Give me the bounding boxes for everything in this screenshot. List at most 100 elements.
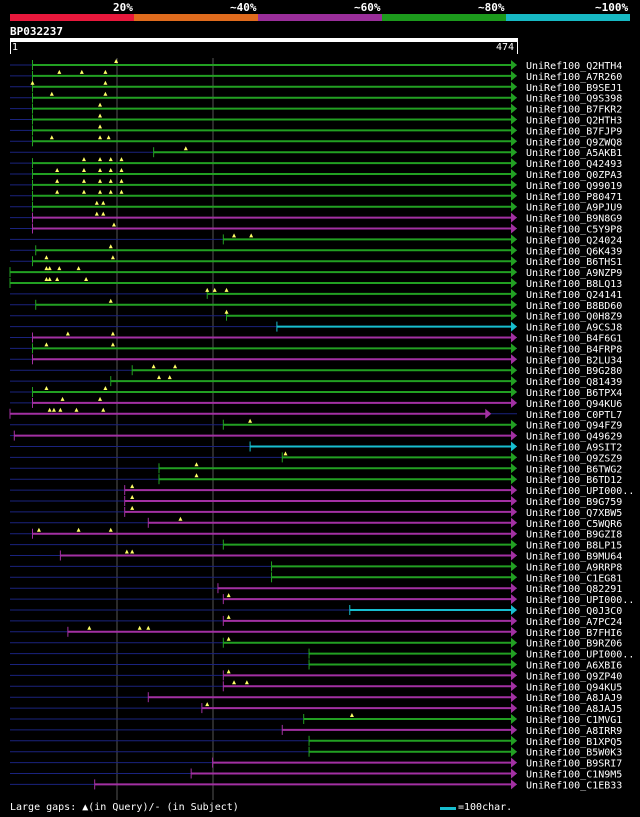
hit-label[interactable]: UniRef100_Q9ZP40 xyxy=(526,671,622,682)
hit-label[interactable]: UniRef100_Q82291 xyxy=(526,584,622,595)
hit-row[interactable]: UniRef100_A9CSJ8 xyxy=(10,321,622,334)
hit-label[interactable]: UniRef100_Q94FZ9 xyxy=(526,421,622,432)
hit-row[interactable]: UniRef100_UPI000.. xyxy=(10,593,634,606)
hit-label[interactable]: UniRef100_UPI000.. xyxy=(526,650,634,661)
hit-label[interactable]: UniRef100_C1MVG1 xyxy=(526,715,622,726)
hit-row[interactable]: UniRef100_B9GZI8 xyxy=(10,527,622,541)
hit-label[interactable]: UniRef100_B6TD12 xyxy=(526,475,622,486)
hit-label[interactable]: UniRef100_P80471 xyxy=(526,192,622,203)
hit-row[interactable]: UniRef100_B7FHI6 xyxy=(10,625,622,639)
hit-row[interactable]: UniRef100_B7FKR2 xyxy=(10,102,622,116)
hit-label[interactable]: UniRef100_C1EG81 xyxy=(526,573,622,584)
hit-label[interactable]: UniRef100_B9SRI7 xyxy=(526,759,622,770)
hit-row[interactable]: UniRef100_B6THS1 xyxy=(10,255,622,268)
hit-row[interactable]: UniRef100_Q81439 xyxy=(10,375,622,388)
hit-row[interactable]: UniRef100_Q82291 xyxy=(10,583,622,595)
hit-row[interactable]: UniRef100_B8LP15 xyxy=(10,539,622,552)
hit-row[interactable]: UniRef100_B9N8G9 xyxy=(10,211,622,225)
hit-row[interactable]: UniRef100_B1XPQ5 xyxy=(10,735,622,748)
hit-label[interactable]: UniRef100_Q0J3C0 xyxy=(526,606,622,617)
hit-label[interactable]: UniRef100_Q0ZPA3 xyxy=(526,170,622,181)
hit-row[interactable]: UniRef100_B7FJP9 xyxy=(10,124,622,137)
hit-row[interactable]: UniRef100_Q0H8Z9 xyxy=(10,309,622,323)
hit-label[interactable]: UniRef100_Q9ZWQ8 xyxy=(526,137,622,148)
hit-row[interactable]: UniRef100_A9PJU9 xyxy=(10,200,622,214)
hit-row[interactable]: UniRef100_Q9S398 xyxy=(10,91,622,105)
hit-label[interactable]: UniRef100_Q6K439 xyxy=(526,246,622,257)
hit-label[interactable]: UniRef100_B8LP15 xyxy=(526,541,622,552)
hit-label[interactable]: UniRef100_A5AKB1 xyxy=(526,148,622,159)
hit-row[interactable]: UniRef100_A9SIT2 xyxy=(10,441,622,454)
hit-label[interactable]: UniRef100_Q24024 xyxy=(526,235,622,246)
hit-label[interactable]: UniRef100_C5Y9P8 xyxy=(526,225,622,236)
hit-label[interactable]: UniRef100_B7FHI6 xyxy=(526,628,622,639)
hit-row[interactable]: UniRef100_Q94KU5 xyxy=(10,680,622,693)
hit-row[interactable]: UniRef100_Q9ZP40 xyxy=(10,669,622,682)
hit-label[interactable]: UniRef100_B2LU34 xyxy=(526,355,622,366)
hit-row[interactable]: UniRef100_UPI000.. xyxy=(10,484,634,497)
hit-label[interactable]: UniRef100_A9NZP9 xyxy=(526,268,622,279)
hit-row[interactable]: UniRef100_B5W0K3 xyxy=(10,746,622,759)
hit-label[interactable]: UniRef100_Q49629 xyxy=(526,432,622,443)
hit-label[interactable]: UniRef100_Q2HTH4 xyxy=(526,61,622,72)
hit-label[interactable]: UniRef100_B9GZI8 xyxy=(526,530,622,541)
hit-row[interactable]: UniRef100_Q94FZ9 xyxy=(10,418,622,432)
hit-label[interactable]: UniRef100_Q0H8Z9 xyxy=(526,312,622,323)
hit-row[interactable]: UniRef100_A7R260 xyxy=(10,69,622,83)
hit-row[interactable]: UniRef100_B2LU34 xyxy=(10,354,622,366)
hit-row[interactable]: UniRef100_A7PC24 xyxy=(10,614,622,628)
hit-row[interactable]: UniRef100_Q2HTH4 xyxy=(10,59,622,72)
hit-row[interactable]: UniRef100_B9RZ06 xyxy=(10,636,622,650)
hit-row[interactable]: UniRef100_Q24141 xyxy=(10,287,622,301)
hit-row[interactable]: UniRef100_C5WQR6 xyxy=(10,516,622,530)
hit-row[interactable]: UniRef100_Q0ZPA3 xyxy=(10,168,622,181)
hit-label[interactable]: UniRef100_B8BD60 xyxy=(526,301,622,312)
hit-row[interactable]: UniRef100_B9G280 xyxy=(10,364,622,377)
hit-label[interactable]: UniRef100_A9CSJ8 xyxy=(526,323,622,334)
hit-row[interactable]: UniRef100_C1EB33 xyxy=(10,779,622,791)
hit-label[interactable]: UniRef100_Q81439 xyxy=(526,377,622,388)
hit-row[interactable]: UniRef100_B9SEJ1 xyxy=(10,80,622,94)
hit-row[interactable]: UniRef100_Q0J3C0 xyxy=(10,605,622,617)
hit-row[interactable]: UniRef100_Q9ZWQ8 xyxy=(10,135,622,148)
hit-label[interactable]: UniRef100_A9RRP8 xyxy=(526,562,622,573)
hit-label[interactable]: UniRef100_A8JAJ9 xyxy=(526,693,622,704)
hit-label[interactable]: UniRef100_B7FJP9 xyxy=(526,126,622,137)
hit-row[interactable]: UniRef100_C1EG81 xyxy=(10,572,622,584)
hit-label[interactable]: UniRef100_C5WQR6 xyxy=(526,519,622,530)
hit-label[interactable]: UniRef100_A6XBI6 xyxy=(526,661,622,672)
hit-row[interactable]: UniRef100_B6TWG2 xyxy=(10,462,622,475)
hit-row[interactable]: UniRef100_B4FRP8 xyxy=(10,342,622,355)
hit-label[interactable]: UniRef100_B9G759 xyxy=(526,497,622,508)
hit-label[interactable]: UniRef100_A9PJU9 xyxy=(526,203,622,214)
hit-label[interactable]: UniRef100_Q7XBW5 xyxy=(526,508,622,519)
hit-row[interactable]: UniRef100_C1MVG1 xyxy=(10,713,622,726)
hit-label[interactable]: UniRef100_B4F6G1 xyxy=(526,334,622,345)
hit-label[interactable]: UniRef100_A9SIT2 xyxy=(526,443,622,454)
hit-row[interactable]: UniRef100_Q94KU6 xyxy=(10,396,622,410)
hit-row[interactable]: UniRef100_A9NZP9 xyxy=(9,266,622,279)
hit-label[interactable]: UniRef100_A7R260 xyxy=(526,72,622,83)
hit-row[interactable]: UniRef100_Q49629 xyxy=(10,430,622,443)
hit-label[interactable]: UniRef100_Q42493 xyxy=(526,159,622,170)
hit-row[interactable]: UniRef100_Q24024 xyxy=(10,233,622,246)
hit-row[interactable]: UniRef100_B8BD60 xyxy=(10,298,622,312)
hit-label[interactable]: UniRef100_Q99019 xyxy=(526,181,622,192)
hit-row[interactable]: UniRef100_UPI000.. xyxy=(10,648,634,661)
hit-row[interactable]: UniRef100_B9G759 xyxy=(10,495,622,508)
hit-label[interactable]: UniRef100_C0PTL7 xyxy=(526,410,622,421)
hit-row[interactable]: UniRef100_Q6K439 xyxy=(10,244,622,257)
hit-row[interactable]: UniRef100_A8IRR9 xyxy=(10,724,622,737)
hit-label[interactable]: UniRef100_Q24141 xyxy=(526,290,622,301)
hit-row[interactable]: UniRef100_B9SRI7 xyxy=(10,757,622,770)
hit-label[interactable]: UniRef100_B5W0K3 xyxy=(526,748,622,759)
hit-row[interactable]: UniRef100_B9MU64 xyxy=(10,549,622,563)
hit-label[interactable]: UniRef100_A8JAJ5 xyxy=(526,704,622,715)
hit-row[interactable]: UniRef100_A5AKB1 xyxy=(10,146,622,159)
hit-label[interactable]: UniRef100_B8LQ13 xyxy=(526,279,622,290)
hit-label[interactable]: UniRef100_Q9S398 xyxy=(526,94,622,105)
hit-row[interactable]: UniRef100_B6TPX4 xyxy=(10,386,622,399)
hit-label[interactable]: UniRef100_B9G280 xyxy=(526,366,622,377)
hit-label[interactable]: UniRef100_UPI000.. xyxy=(526,486,634,497)
hit-label[interactable]: UniRef100_B1XPQ5 xyxy=(526,737,622,748)
